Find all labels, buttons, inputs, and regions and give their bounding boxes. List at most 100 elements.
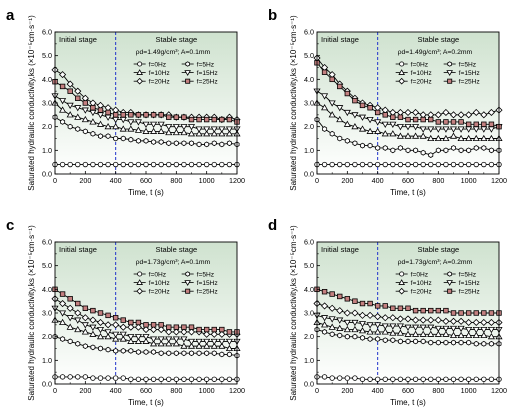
data-point xyxy=(321,288,328,295)
legend-label: f=20Hz xyxy=(149,289,170,296)
legend-label: f=25Hz xyxy=(459,79,480,86)
stage-label-stable: Stable stage xyxy=(155,35,197,44)
data-point xyxy=(135,319,142,326)
data-point xyxy=(481,145,487,151)
data-point xyxy=(96,327,105,334)
data-point xyxy=(382,145,388,151)
data-point xyxy=(457,331,465,339)
data-point xyxy=(180,124,188,131)
data-point xyxy=(157,121,165,128)
data-point xyxy=(457,134,465,142)
series-f=0Hz xyxy=(52,161,240,168)
y-tick-label: 2.0 xyxy=(304,332,314,341)
data-point xyxy=(449,331,458,339)
data-point xyxy=(480,327,488,334)
data-point xyxy=(112,112,119,118)
data-point xyxy=(120,347,126,354)
data-point xyxy=(59,83,66,90)
legend-marker xyxy=(398,279,405,285)
data-point xyxy=(343,319,351,327)
data-point xyxy=(210,130,218,137)
legend-marker xyxy=(447,288,453,294)
data-point xyxy=(128,161,134,168)
data-point xyxy=(413,338,419,345)
data-point xyxy=(420,161,426,168)
data-point xyxy=(487,327,495,334)
data-point xyxy=(203,130,211,137)
chart-panel-c: c Initial stage Stable stage ρd=1.73g/cm³; … xyxy=(6,217,245,407)
data-point xyxy=(343,120,351,127)
legend-entry: f=25Hz xyxy=(443,79,480,86)
data-point xyxy=(434,134,442,142)
legend-marker xyxy=(399,61,405,67)
data-point xyxy=(412,376,419,382)
x-tick-label: 1200 xyxy=(229,176,245,185)
data-point xyxy=(480,111,488,119)
data-point xyxy=(59,299,67,308)
data-point xyxy=(211,326,217,333)
x-tick-label: 600 xyxy=(402,176,414,185)
legend-marker xyxy=(136,69,143,75)
data-point xyxy=(321,302,329,310)
data-point xyxy=(218,126,226,133)
data-point xyxy=(358,311,367,319)
data-point xyxy=(427,324,435,331)
legend-label: f=20Hz xyxy=(411,79,432,86)
x-tick-label: 600 xyxy=(140,386,152,395)
data-point xyxy=(488,376,495,382)
stage-label-initial: Initial stage xyxy=(59,245,97,254)
data-point xyxy=(442,330,450,337)
data-point xyxy=(158,322,164,328)
data-point xyxy=(158,112,164,118)
data-point xyxy=(457,126,465,133)
y-tick-label: 3.0 xyxy=(42,309,52,318)
y-tick-label: 3.0 xyxy=(304,99,314,108)
data-point xyxy=(434,330,442,337)
data-point xyxy=(449,317,458,325)
data-point xyxy=(112,335,120,342)
data-point xyxy=(157,127,165,134)
y-axis-label: Saturated hydraulic conductivity,ks (×10… xyxy=(27,15,36,191)
data-point xyxy=(218,130,226,137)
data-point xyxy=(428,307,434,314)
data-point xyxy=(59,106,67,113)
data-point xyxy=(351,112,359,119)
y-tick-label: 3.0 xyxy=(42,99,52,108)
data-point xyxy=(419,324,427,331)
data-point xyxy=(127,334,135,341)
data-point xyxy=(397,305,404,311)
data-point xyxy=(337,332,343,339)
data-point xyxy=(405,376,411,382)
data-point xyxy=(472,327,480,334)
data-point xyxy=(449,111,458,119)
data-point xyxy=(382,303,388,309)
data-point xyxy=(397,376,404,382)
legend-marker xyxy=(185,288,191,294)
y-tick-label: 6.0 xyxy=(42,238,52,247)
data-point xyxy=(150,161,157,168)
y-tick-label: 4.0 xyxy=(42,75,52,84)
data-point xyxy=(382,337,388,344)
stage-label-initial: Initial stage xyxy=(59,35,97,44)
data-point xyxy=(337,83,343,90)
data-point xyxy=(322,126,328,132)
data-point xyxy=(427,126,435,133)
data-point xyxy=(336,324,344,331)
data-point xyxy=(457,325,465,333)
plot-background xyxy=(55,242,237,384)
data-point xyxy=(74,317,82,324)
data-point xyxy=(488,340,494,347)
data-point xyxy=(195,338,203,346)
data-point xyxy=(173,324,180,330)
data-point xyxy=(196,116,202,123)
panel-letter: a xyxy=(6,7,15,24)
y-tick-label: 4.0 xyxy=(42,285,52,294)
data-point xyxy=(66,315,74,322)
data-point xyxy=(367,336,373,342)
data-point xyxy=(67,88,73,94)
y-tick-label: 6.0 xyxy=(304,238,314,247)
data-point xyxy=(366,328,374,335)
data-point xyxy=(420,307,426,314)
data-point xyxy=(134,126,142,133)
data-point xyxy=(196,161,202,168)
